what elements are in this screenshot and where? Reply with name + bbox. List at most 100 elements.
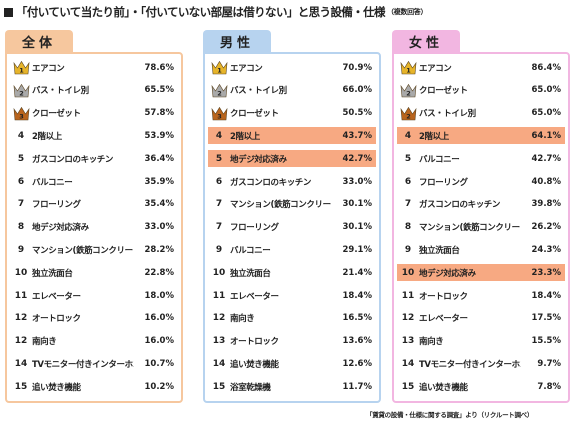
facility-label: 追い焚き機能 <box>230 359 279 370</box>
percentage-value: 16.0% <box>144 313 175 324</box>
facility-label: エアコン <box>230 63 263 74</box>
rank-number: 4 <box>17 130 25 141</box>
rank-number: 3 <box>217 112 222 120</box>
rank-cell: 8 <box>10 222 32 232</box>
facility-label: エアコン <box>419 63 452 74</box>
percentage-value: 33.0% <box>144 222 175 233</box>
facility-label: 南向き <box>230 314 255 325</box>
percentage-value: 29.1% <box>342 244 373 255</box>
percentage-value: 65.0% <box>531 85 562 96</box>
percentage-value: 26.2% <box>531 222 562 233</box>
ranking-row: 4 2階以上 53.9% <box>10 127 178 144</box>
rank-cell: 7 <box>397 199 419 209</box>
facility-label: 追い焚き機能 <box>32 382 81 393</box>
rank-cell: 4 <box>208 131 230 141</box>
rank-cell: 4 <box>10 131 32 141</box>
rank-number: 14 <box>401 358 415 369</box>
percentage-value: 15.5% <box>531 336 562 347</box>
page-title-note: （複数回答） <box>386 8 428 16</box>
panel-list-female: 1 エアコン 86.4% 2 クローゼット 65.0% 2 バス・トイレ別 65.0% 4 2階以上… <box>392 52 570 403</box>
facility-label: 独立洗面台 <box>32 268 73 279</box>
rank-cell: 6 <box>397 177 419 187</box>
facility-label: 独立洗面台 <box>419 245 460 256</box>
facility-label: エレベーター <box>230 291 279 302</box>
facility-label: エレベーター <box>32 291 81 302</box>
percentage-value: 21.4% <box>342 267 373 278</box>
rank-cell: 2 <box>10 83 32 98</box>
rank-cell: 12 <box>397 313 419 323</box>
percentage-value: 18.0% <box>144 290 175 301</box>
facility-label: ガスコンロのキッチン <box>32 154 114 165</box>
rank-number: 15 <box>212 381 226 392</box>
rank-cell: 13 <box>397 336 419 346</box>
facility-label: 独立洗面台 <box>230 268 271 279</box>
source-note: 「賃貸の設備・仕様に関する調査」より（リクルート調べ） <box>366 411 534 419</box>
rank-number: 14 <box>14 358 28 369</box>
rank-number: 1 <box>19 67 24 75</box>
ranking-row: 11 エレベーター 18.4% <box>208 287 376 304</box>
facility-label: マンション(鉄筋コンクリート構造) <box>419 223 521 234</box>
facility-label: フローリング <box>419 177 468 188</box>
crown-icon: 1 <box>13 60 29 75</box>
percentage-value: 18.4% <box>342 290 373 301</box>
rank-cell: 11 <box>397 291 419 301</box>
ranking-row: 1 エアコン 78.6% <box>10 59 178 76</box>
facility-label: フローリング <box>230 223 279 234</box>
rank-number: 11 <box>14 290 28 301</box>
facility-label: TVモニター付きインターホン <box>32 359 134 370</box>
percentage-value: 53.9% <box>144 130 175 141</box>
ranking-row: 1 エアコン 86.4% <box>397 59 565 76</box>
percentage-value: 10.7% <box>144 358 175 369</box>
rank-cell: 9 <box>208 245 230 255</box>
ranking-row: 12 南向き 16.0% <box>10 333 178 350</box>
bullet-square-icon <box>4 7 13 17</box>
rank-cell: 10 <box>10 268 32 278</box>
ranking-row: 5 地デジ対応済み 42.7% <box>208 150 376 168</box>
percentage-value: 78.6% <box>144 62 175 73</box>
percentage-value: 12.6% <box>342 358 373 369</box>
percentage-value: 28.2% <box>144 244 175 255</box>
rank-number: 2 <box>406 89 411 97</box>
ranking-row: 5 バルコニー 42.7% <box>397 150 565 167</box>
facility-label: バス・トイレ別 <box>32 86 89 97</box>
rank-number: 5 <box>404 153 412 164</box>
ranking-row: 2 バス・トイレ別 65.5% <box>10 82 178 99</box>
rank-number: 9 <box>215 244 223 255</box>
rank-cell: 9 <box>10 245 32 255</box>
percentage-value: 10.2% <box>144 381 175 392</box>
ranking-row: 2 バス・トイレ別 65.0% <box>397 105 565 122</box>
percentage-value: 65.0% <box>531 108 562 119</box>
ranking-row: 6 ガスコンロのキッチン 33.0% <box>208 173 376 190</box>
percentage-value: 16.5% <box>342 313 373 324</box>
percentage-value: 66.0% <box>342 85 373 96</box>
percentage-value: 35.4% <box>144 199 175 210</box>
rank-cell: 10 <box>397 268 419 278</box>
ranking-row: 3 クローゼット 57.8% <box>10 105 178 122</box>
rank-cell: 2 <box>397 83 419 98</box>
rank-number: 12 <box>14 336 28 347</box>
facility-label: クローゼット <box>32 109 81 120</box>
percentage-value: 64.1% <box>531 130 562 141</box>
ranking-row: 14 追い焚き機能 12.6% <box>208 355 376 372</box>
ranking-row: 10 地デジ対応済み 23.3% <box>397 264 565 282</box>
facility-label: 地デジ対応済み <box>419 268 476 279</box>
percentage-value: 36.4% <box>144 153 175 164</box>
rank-number: 4 <box>404 130 412 141</box>
rank-cell: 9 <box>397 245 419 255</box>
rank-number: 7 <box>404 199 412 210</box>
rank-number: 2 <box>217 89 222 97</box>
rank-cell: 1 <box>10 60 32 75</box>
rank-cell: 5 <box>397 154 419 164</box>
rank-number: 1 <box>406 67 411 75</box>
rank-cell: 7 <box>208 222 230 232</box>
percentage-value: 17.5% <box>531 313 562 324</box>
ranking-row: 6 フローリング 40.8% <box>397 173 565 190</box>
facility-label: バルコニー <box>230 245 271 256</box>
rank-number: 6 <box>404 176 412 187</box>
ranking-row: 6 バルコニー 35.9% <box>10 173 178 190</box>
rank-number: 11 <box>401 290 415 301</box>
percentage-value: 16.0% <box>144 336 175 347</box>
percentage-value: 57.8% <box>144 108 175 119</box>
rank-cell: 8 <box>397 222 419 232</box>
facility-label: 2階以上 <box>419 131 449 142</box>
